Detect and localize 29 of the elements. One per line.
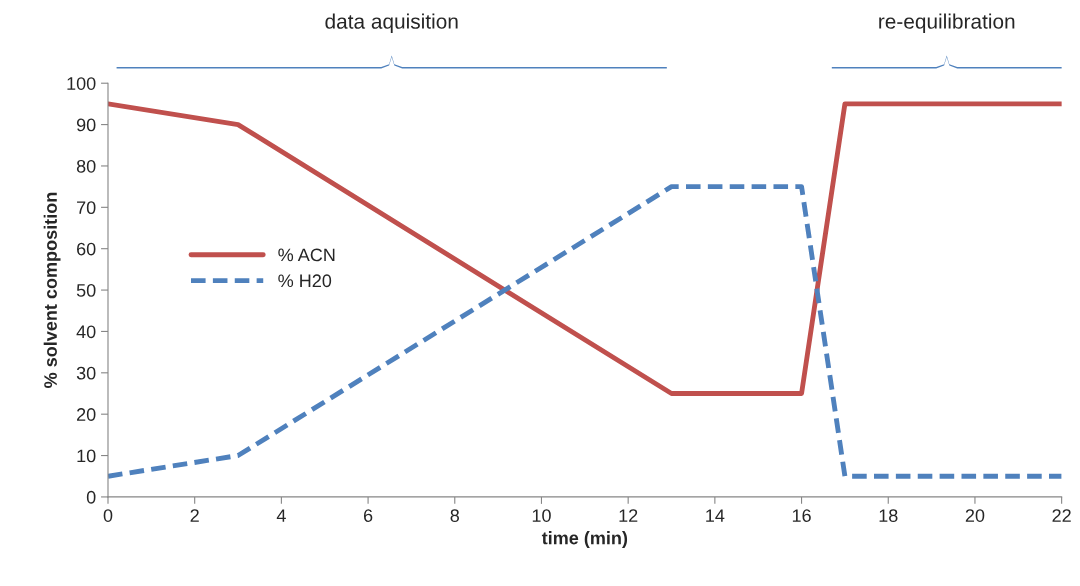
y-tick-label: 60 <box>77 242 96 256</box>
text: re-equilibration <box>879 13 1015 33</box>
y-tick-label: 30 <box>76 366 96 380</box>
x-tick-label: 14 <box>706 509 725 522</box>
x-tick-label: 4 <box>276 509 286 522</box>
x-tick-label: 16 <box>792 509 811 522</box>
x-tick-label: 12 <box>619 509 638 522</box>
y-tick-label: 0 <box>86 490 96 504</box>
x-tick-label: 20 <box>965 509 985 522</box>
x-axis-title: time (min) <box>541 531 628 548</box>
text: data aquisition <box>325 13 458 33</box>
y-tick-label: 50 <box>76 284 96 297</box>
y-tick-label: 90 <box>76 118 96 132</box>
y-tick-label: 100 <box>67 77 96 90</box>
x-tick-label: 18 <box>879 509 898 522</box>
y-axis-title: % solvent composition <box>43 192 61 388</box>
y-tick-label: 10 <box>77 449 96 463</box>
y-tick-label: 20 <box>77 408 96 421</box>
y-tick-label: 70 <box>77 201 96 215</box>
legend-label: % H20 <box>278 274 332 288</box>
y-tick-label: 40 <box>76 325 96 339</box>
x-tick-label: 0 <box>103 509 113 522</box>
x-tick-label: 10 <box>532 509 551 522</box>
x-tick-label: 8 <box>450 509 460 522</box>
legend-label: % ACN <box>278 248 335 262</box>
x-tick-label: 2 <box>190 509 199 522</box>
x-tick-label: 22 <box>1052 509 1071 522</box>
x-tick-label: 6 <box>363 509 373 522</box>
y-tick-label: 80 <box>76 159 96 173</box>
